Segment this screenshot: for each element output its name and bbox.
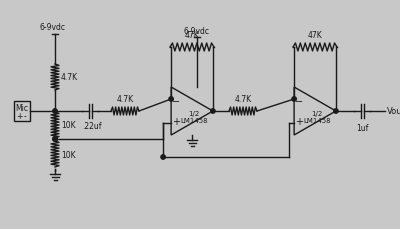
Text: +: + — [16, 112, 22, 121]
Text: +: + — [172, 116, 180, 126]
Text: 47K: 47K — [185, 31, 199, 40]
Bar — [14, 101, 30, 121]
Text: 1/2
LM1458: 1/2 LM1458 — [180, 111, 208, 124]
Text: 6-9vdc: 6-9vdc — [184, 27, 210, 36]
Circle shape — [53, 137, 57, 142]
Text: Vout: Vout — [387, 107, 400, 116]
Text: 1uf: 1uf — [356, 123, 368, 132]
Circle shape — [53, 137, 57, 142]
Text: −: − — [295, 97, 303, 107]
Text: Mic: Mic — [16, 104, 28, 113]
Text: 4.7K: 4.7K — [61, 73, 78, 82]
Text: .22uf: .22uf — [82, 121, 102, 131]
Circle shape — [292, 97, 296, 102]
Text: -: - — [24, 112, 26, 121]
Text: +: + — [295, 116, 303, 126]
Circle shape — [334, 109, 338, 114]
Text: 4.7K: 4.7K — [116, 95, 134, 104]
Text: 6-9vdc: 6-9vdc — [40, 23, 66, 32]
Text: −: − — [172, 97, 180, 107]
Circle shape — [53, 109, 57, 114]
Circle shape — [169, 97, 173, 102]
Text: 10K: 10K — [61, 150, 76, 159]
Text: 47K: 47K — [308, 31, 322, 40]
Text: 1/2
LM1458: 1/2 LM1458 — [303, 111, 331, 124]
Circle shape — [211, 109, 215, 114]
Text: 10K: 10K — [61, 121, 76, 130]
Circle shape — [161, 155, 165, 160]
Text: 4.7K: 4.7K — [234, 95, 252, 104]
